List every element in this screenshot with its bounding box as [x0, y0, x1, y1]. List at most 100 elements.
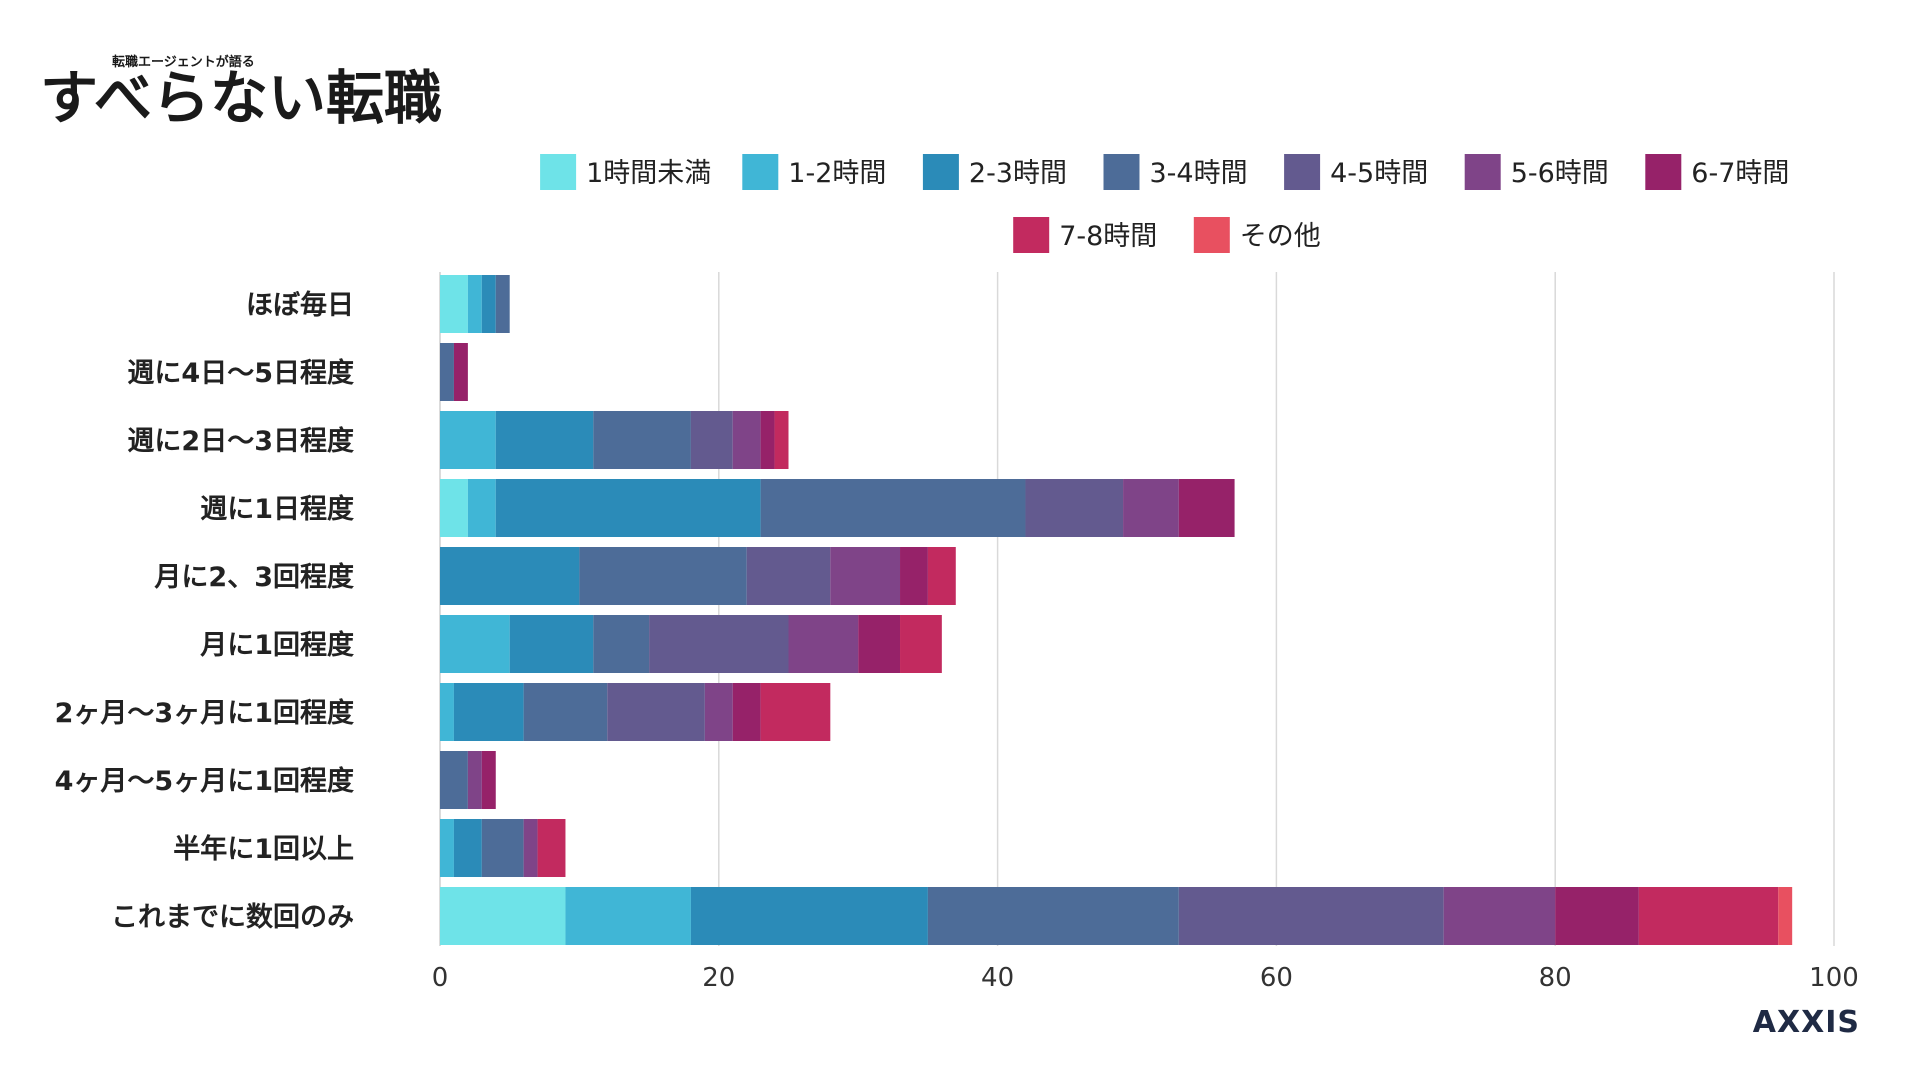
- bar-segment[interactable]: [481, 819, 524, 877]
- bar-segment[interactable]: [579, 547, 747, 605]
- legend-label: 4-5時間: [1330, 158, 1428, 189]
- value-axis-ticks: 0 20 40 60 80 100: [432, 963, 1859, 993]
- bar-segment[interactable]: [440, 479, 468, 537]
- bar-segment[interactable]: [1178, 479, 1235, 537]
- logo-title: すべらない転職: [40, 64, 442, 132]
- category-label: 週に2日〜3日程度: [127, 425, 354, 457]
- bar-segment[interactable]: [900, 547, 928, 605]
- bar-segment[interactable]: [900, 615, 942, 673]
- chart-legend: 1時間未満 1-2時間 2-3時間 3-4時間 4-5時間 5-6時間 6-7時間 7-8時間…: [540, 154, 1789, 253]
- bar-segment[interactable]: [440, 615, 510, 673]
- bar-segment[interactable]: [649, 615, 789, 673]
- brand-logo[interactable]: AXXIS: [1753, 1005, 1860, 1040]
- bar-segment[interactable]: [467, 751, 482, 809]
- bar-segment[interactable]: [440, 683, 454, 741]
- bar-segment[interactable]: [467, 275, 482, 333]
- bar-segment[interactable]: [523, 819, 538, 877]
- legend-swatch: [1464, 154, 1501, 190]
- legend-item[interactable]: 1時間未満: [540, 154, 711, 190]
- bar-segment[interactable]: [453, 343, 468, 401]
- site-logo[interactable]: 転職エージェントが語る すべらない転職: [40, 54, 442, 132]
- legend-swatch: [540, 154, 577, 190]
- legend-item[interactable]: その他: [1193, 217, 1321, 253]
- legend-label: その他: [1240, 221, 1321, 252]
- bar-segment[interactable]: [858, 615, 901, 673]
- bar-segment[interactable]: [690, 411, 733, 469]
- bar-segment[interactable]: [1178, 887, 1444, 945]
- legend-item[interactable]: 2-3時間: [922, 154, 1067, 190]
- bar-segment[interactable]: [509, 615, 594, 673]
- legend-swatch: [1284, 154, 1321, 190]
- bar-segment[interactable]: [1025, 479, 1124, 537]
- x-tick-label: 60: [1260, 963, 1293, 993]
- bar-segment[interactable]: [607, 683, 705, 741]
- legend-label: 5-6時間: [1511, 158, 1609, 189]
- category-label: 月に1回程度: [199, 629, 354, 661]
- legend-label: 3-4時間: [1150, 158, 1248, 189]
- category-label: 月に2、3回程度: [153, 561, 354, 593]
- logo-tagline: 転職エージェントが語る: [112, 54, 255, 70]
- bar-segment[interactable]: [453, 819, 482, 877]
- bar-segment[interactable]: [732, 411, 761, 469]
- x-tick-label: 80: [1539, 963, 1572, 993]
- legend-swatch: [1193, 217, 1230, 253]
- bar-segment[interactable]: [927, 887, 1179, 945]
- bar-segment[interactable]: [1638, 887, 1779, 945]
- bar-segment[interactable]: [1778, 887, 1793, 945]
- bar-segment[interactable]: [495, 411, 594, 469]
- bar-segment[interactable]: [760, 683, 831, 741]
- bar-segment[interactable]: [467, 479, 496, 537]
- bar-segment[interactable]: [593, 615, 650, 673]
- x-tick-label: 20: [702, 963, 735, 993]
- legend-item[interactable]: 6-7時間: [1645, 154, 1789, 190]
- bar-segment[interactable]: [760, 411, 775, 469]
- category-label: 2ヶ月〜3ヶ月に1回程度: [55, 697, 354, 729]
- bar-segment[interactable]: [537, 819, 566, 877]
- bar-segment[interactable]: [774, 411, 789, 469]
- bar-segment[interactable]: [830, 547, 901, 605]
- bar-segment[interactable]: [704, 683, 733, 741]
- legend-item[interactable]: 5-6時間: [1464, 154, 1609, 190]
- bar-segment[interactable]: [453, 683, 524, 741]
- bar-segment[interactable]: [495, 479, 761, 537]
- legend-item[interactable]: 4-5時間: [1284, 154, 1428, 190]
- bar-segment[interactable]: [927, 547, 956, 605]
- bar-segment[interactable]: [481, 275, 496, 333]
- bar-segment[interactable]: [732, 683, 761, 741]
- bar-segment[interactable]: [440, 547, 580, 605]
- bar-segment[interactable]: [1443, 887, 1556, 945]
- chart-gridlines: [439, 272, 1835, 946]
- bar-segment[interactable]: [440, 751, 468, 809]
- bar-segment[interactable]: [760, 479, 1026, 537]
- bar-segment[interactable]: [440, 343, 454, 401]
- x-tick-label: 0: [432, 963, 449, 993]
- legend-swatch: [742, 154, 779, 190]
- bar-segment[interactable]: [593, 411, 691, 469]
- bar-segment[interactable]: [565, 887, 691, 945]
- legend-label: 6-7時間: [1691, 158, 1789, 189]
- legend-label: 1時間未満: [586, 158, 711, 189]
- category-axis-labels: ほぼ毎日週に4日〜5日程度週に2日〜3日程度週に1日程度月に2、3回程度月に1回…: [55, 290, 354, 933]
- chart-bars: [440, 275, 1793, 945]
- legend-item[interactable]: 7-8時間: [1013, 217, 1157, 253]
- legend-swatch: [1645, 154, 1682, 190]
- bar-segment[interactable]: [495, 275, 510, 333]
- legend-label: 2-3時間: [969, 158, 1067, 189]
- bar-segment[interactable]: [788, 615, 859, 673]
- bar-segment[interactable]: [440, 275, 468, 333]
- bar-segment[interactable]: [690, 887, 928, 945]
- category-label: 4ヶ月〜5ヶ月に1回程度: [55, 765, 354, 797]
- category-label: ほぼ毎日: [246, 290, 354, 321]
- bar-segment[interactable]: [440, 887, 566, 945]
- bar-segment[interactable]: [481, 751, 496, 809]
- bar-segment[interactable]: [1123, 479, 1179, 537]
- legend-item[interactable]: 1-2時間: [742, 154, 886, 190]
- legend-item[interactable]: 3-4時間: [1103, 154, 1248, 190]
- bar-segment[interactable]: [746, 547, 831, 605]
- bar-segment[interactable]: [440, 411, 496, 469]
- bar-segment[interactable]: [523, 683, 608, 741]
- bar-segment[interactable]: [440, 819, 454, 877]
- bar-segment[interactable]: [1555, 887, 1639, 945]
- category-label: 半年に1回以上: [173, 833, 354, 865]
